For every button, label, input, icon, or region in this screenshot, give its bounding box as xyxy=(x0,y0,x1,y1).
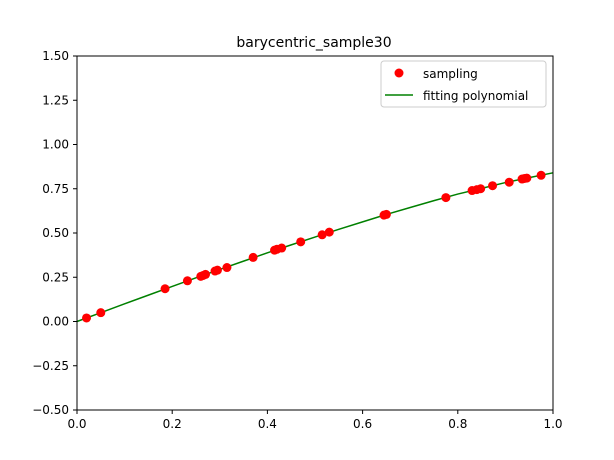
sampling-point xyxy=(324,227,334,237)
y-tick-label: −0.50 xyxy=(32,403,69,417)
sampling-point xyxy=(441,193,451,203)
chart-title: barycentric_sample30 xyxy=(236,35,391,51)
sampling-point xyxy=(277,243,287,253)
sampling-point xyxy=(522,173,532,183)
y-tick-label: 1.00 xyxy=(42,138,69,152)
x-tick-label: 0.4 xyxy=(258,417,277,431)
sampling-point xyxy=(182,276,192,286)
legend-label-sampling: sampling xyxy=(423,67,478,81)
sampling-point xyxy=(476,184,486,194)
y-tick-label: 0.25 xyxy=(42,270,69,284)
legend-frame xyxy=(380,60,547,108)
sampling-point xyxy=(212,265,222,275)
y-tick-label: 0.50 xyxy=(42,226,69,240)
x-tick-label: 0.8 xyxy=(448,417,467,431)
sampling-point xyxy=(504,177,514,187)
y-tick-label: 1.25 xyxy=(42,93,69,107)
sampling-point xyxy=(82,313,92,323)
x-tick-label: 0.0 xyxy=(67,417,86,431)
x-tick-label: 0.2 xyxy=(163,417,182,431)
legend-marker-sampling xyxy=(394,68,404,78)
y-tick-label: 0.75 xyxy=(42,182,69,196)
y-tick-label: 1.50 xyxy=(42,49,69,63)
legend: sampling fitting polynomial xyxy=(380,60,547,108)
sampling-point xyxy=(317,230,327,240)
sampling-point xyxy=(248,252,258,262)
y-tick-label: −0.25 xyxy=(32,359,69,373)
series-layer xyxy=(76,170,554,323)
sampling-point xyxy=(296,237,306,247)
x-tick-label: 1.0 xyxy=(543,417,562,431)
sampling-point xyxy=(488,181,498,191)
x-tick-label: 0.6 xyxy=(353,417,372,431)
y-tick-label: 0.00 xyxy=(42,315,69,329)
sampling-point xyxy=(201,269,211,279)
sampling-point xyxy=(160,284,170,294)
axes-layer: 0.0 0.2 0.4 0.6 0.8 1.0 −0.50 −0.25 0.00 0.25 0.50… xyxy=(32,49,562,431)
sampling-point xyxy=(381,209,391,219)
sampling-point xyxy=(96,308,106,318)
legend-label-fitting-polynomial: fitting polynomial xyxy=(423,89,528,103)
sampling-point xyxy=(222,263,232,273)
sampling-point xyxy=(536,170,546,180)
